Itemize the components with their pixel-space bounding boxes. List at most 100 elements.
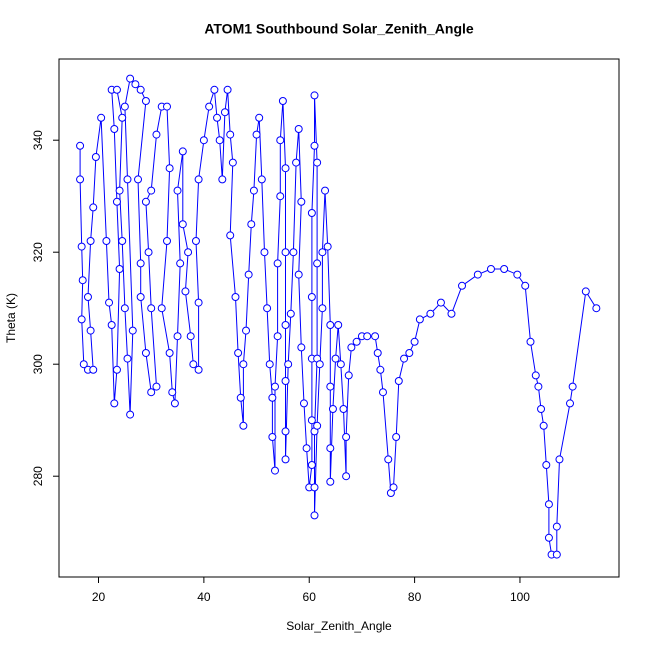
point	[281, 377, 290, 385]
point	[76, 141, 85, 150]
x-axis-label: Solar_Zenith_Angle	[286, 619, 392, 633]
point	[173, 186, 182, 195]
point	[147, 186, 156, 195]
point	[297, 197, 306, 206]
point	[268, 393, 277, 402]
point	[273, 259, 282, 268]
point	[542, 461, 551, 469]
point	[410, 337, 419, 346]
y-tick-label: 280	[31, 466, 45, 486]
point	[331, 354, 340, 363]
point	[310, 483, 319, 492]
point	[118, 237, 127, 245]
point	[141, 197, 150, 206]
point	[334, 321, 343, 329]
point	[170, 399, 179, 408]
point	[239, 360, 248, 369]
point	[141, 349, 150, 357]
point	[112, 365, 121, 374]
point	[110, 399, 119, 408]
point	[581, 287, 590, 296]
point	[260, 248, 269, 257]
point	[115, 265, 124, 273]
point	[141, 97, 150, 105]
point	[281, 427, 290, 436]
point	[539, 421, 548, 430]
point	[162, 237, 171, 245]
point	[307, 461, 316, 469]
point	[257, 175, 266, 184]
point	[176, 259, 185, 268]
point	[323, 242, 332, 251]
point	[521, 281, 530, 290]
point	[107, 321, 116, 329]
point	[191, 237, 200, 245]
y-tick-label: 300	[31, 354, 45, 374]
point	[278, 97, 287, 105]
point	[157, 304, 166, 313]
point	[97, 113, 106, 122]
point	[389, 483, 398, 492]
point	[302, 444, 311, 453]
point	[244, 270, 253, 279]
point	[112, 197, 121, 206]
point	[165, 349, 174, 357]
point	[286, 309, 295, 318]
point	[226, 130, 235, 139]
point	[342, 433, 351, 441]
point	[120, 102, 129, 111]
point	[118, 113, 127, 122]
point	[89, 203, 98, 212]
point	[78, 276, 87, 285]
point	[534, 382, 543, 391]
point	[592, 304, 601, 313]
point	[313, 158, 322, 167]
point	[313, 421, 322, 430]
point	[165, 164, 174, 173]
point	[110, 125, 119, 133]
point	[215, 136, 224, 145]
point	[352, 337, 361, 346]
point	[270, 466, 279, 475]
x-tick-label: 80	[408, 590, 422, 604]
point	[426, 309, 435, 318]
point	[213, 113, 222, 122]
point	[376, 365, 385, 374]
point	[326, 477, 335, 486]
point	[102, 237, 111, 245]
point	[242, 326, 251, 335]
point	[105, 298, 114, 307]
point	[123, 354, 132, 363]
point	[131, 80, 140, 89]
point	[189, 360, 198, 369]
point	[228, 158, 237, 167]
point	[318, 248, 327, 257]
point	[297, 343, 306, 352]
y-tick-label: 340	[31, 130, 45, 150]
point	[136, 259, 145, 268]
point	[447, 309, 456, 318]
point	[500, 265, 509, 273]
point	[373, 349, 382, 357]
point	[152, 382, 161, 391]
y-axis-label: Theta (K)	[4, 293, 18, 343]
point	[436, 298, 445, 307]
point	[220, 108, 229, 117]
point	[552, 522, 561, 531]
point	[555, 455, 564, 464]
point	[273, 332, 282, 341]
point	[384, 455, 393, 464]
point	[226, 231, 235, 240]
point	[544, 500, 553, 509]
point	[307, 416, 316, 425]
point	[347, 343, 356, 352]
point	[147, 388, 156, 397]
x-tick-label: 40	[197, 590, 211, 604]
point	[310, 91, 319, 100]
point	[168, 388, 177, 397]
chart-title: ATOM1 Southbound Solar_Zenith_Angle	[204, 21, 474, 37]
point	[194, 175, 203, 184]
y-tick-label: 320	[31, 242, 45, 262]
plot-frame	[58, 58, 620, 578]
point	[263, 304, 272, 313]
